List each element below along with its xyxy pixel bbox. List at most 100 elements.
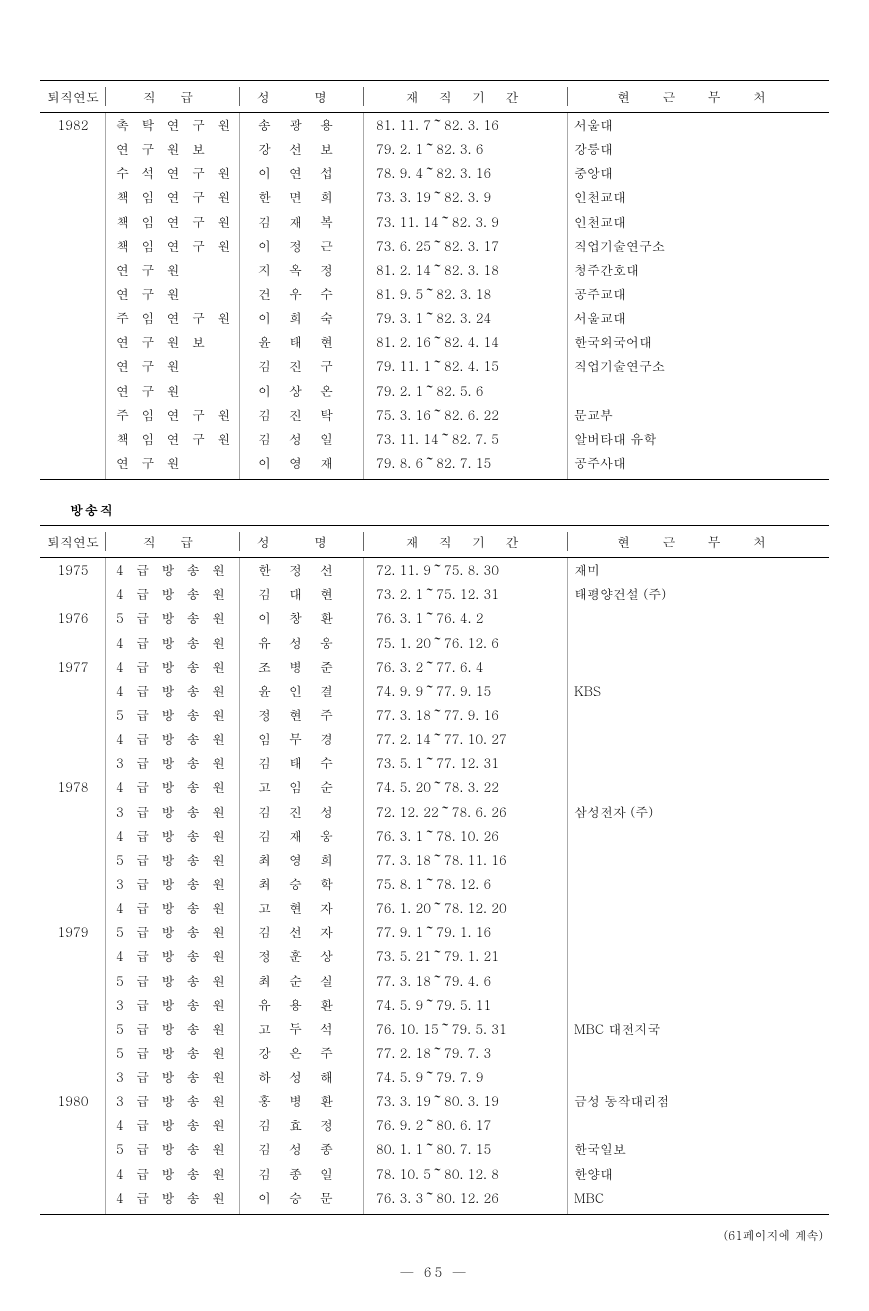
cell-workplace: 중앙대 <box>568 161 829 185</box>
cell-year <box>40 896 106 920</box>
cell-workplace: 직업기술연구소 <box>568 354 829 378</box>
table-row: 19803 급 방 송 원홍병환73. 3. 19～80. 3. 19금성 동작… <box>40 1089 829 1113</box>
table-row: 5 급 방 송 원최순실77. 3. 18～79. 4. 6 <box>40 969 829 993</box>
cell-rank: 5 급 방 송 원 <box>106 606 240 630</box>
cell-year: 1976 <box>40 606 106 630</box>
cell-name: 지옥정 <box>240 258 364 282</box>
cell-period: 79. 8. 6～82. 7. 15 <box>364 451 568 480</box>
cell-rank: 책 임 연 구 원 <box>106 210 240 234</box>
cell-year <box>40 306 106 330</box>
cell-rank: 4 급 방 송 원 <box>106 775 240 799</box>
table-row: 4 급 방 송 원고현자76. 1. 20～78. 12. 20 <box>40 896 829 920</box>
cell-rank: 연 구 원 <box>106 258 240 282</box>
cell-year: 1979 <box>40 920 106 944</box>
cell-workplace <box>568 631 829 655</box>
cell-year <box>40 379 106 403</box>
table-row: 책 임 연 구 원한면희73. 3. 19～82. 3. 9인천교대 <box>40 185 829 209</box>
cell-workplace <box>568 775 829 799</box>
header-rank: 직 급 <box>106 81 240 113</box>
cell-rank: 4 급 방 송 원 <box>106 824 240 848</box>
cell-workplace <box>568 969 829 993</box>
cell-period: 73. 5. 21～79. 1. 21 <box>364 944 568 968</box>
cell-year <box>40 185 106 209</box>
table-row: 19765 급 방 송 원이창환76. 3. 1～76. 4. 2 <box>40 606 829 630</box>
cell-rank: 4 급 방 송 원 <box>106 631 240 655</box>
table-row: 5 급 방 송 원강은주77. 2. 18～79. 7. 3 <box>40 1041 829 1065</box>
cell-rank: 책 임 연 구 원 <box>106 234 240 258</box>
table-row: 연 구 원이상온79. 2. 1～82. 5. 6 <box>40 379 829 403</box>
table-row: 4 급 방 송 원정훈상73. 5. 21～79. 1. 21 <box>40 944 829 968</box>
cell-year <box>40 451 106 480</box>
cell-name: 유용환 <box>240 993 364 1017</box>
cell-rank: 5 급 방 송 원 <box>106 920 240 944</box>
cell-period: 73. 11. 14～82. 3. 9 <box>364 210 568 234</box>
cell-year <box>40 1162 106 1186</box>
cell-period: 80. 1. 1～80. 7. 15 <box>364 1137 568 1161</box>
table-row: 주 임 연 구 원이희숙79. 3. 1～82. 3. 24서울교대 <box>40 306 829 330</box>
cell-name: 최순실 <box>240 969 364 993</box>
cell-period: 73. 11. 14～82. 7. 5 <box>364 427 568 451</box>
cell-period: 72. 11. 9～75. 8. 30 <box>364 558 568 583</box>
cell-workplace <box>568 727 829 751</box>
cell-name: 조병준 <box>240 655 364 679</box>
cell-workplace <box>568 993 829 1017</box>
header-period: 재 직 기 간 <box>364 81 568 113</box>
cell-workplace: 청주간호대 <box>568 258 829 282</box>
header-year: 퇴직연도 <box>40 81 106 113</box>
cell-period: 77. 3. 18～77. 9. 16 <box>364 703 568 727</box>
cell-year <box>40 993 106 1017</box>
cell-name: 건우수 <box>240 282 364 306</box>
table-row: 연 구 원 보강선보79. 2. 1～82. 3. 6강릉대 <box>40 137 829 161</box>
table-row: 19754 급 방 송 원한정선72. 11. 9～75. 8. 30재미 <box>40 558 829 583</box>
cell-year <box>40 234 106 258</box>
cell-rank: 4 급 방 송 원 <box>106 944 240 968</box>
cell-period: 73. 5. 1～77. 12. 31 <box>364 751 568 775</box>
cell-workplace: 공주교대 <box>568 282 829 306</box>
cell-period: 75. 3. 16～82. 6. 22 <box>364 403 568 427</box>
cell-rank: 5 급 방 송 원 <box>106 1017 240 1041</box>
cell-workplace <box>568 872 829 896</box>
cell-rank: 3 급 방 송 원 <box>106 993 240 1017</box>
cell-year <box>40 258 106 282</box>
cell-period: 73. 2. 1～75. 12. 31 <box>364 582 568 606</box>
cell-rank: 5 급 방 송 원 <box>106 1041 240 1065</box>
cell-year <box>40 282 106 306</box>
table-row: 19795 급 방 송 원김선자77. 9. 1～79. 1. 16 <box>40 920 829 944</box>
cell-name: 유성웅 <box>240 631 364 655</box>
cell-period: 73. 6. 25～82. 3. 17 <box>364 234 568 258</box>
cell-year <box>40 727 106 751</box>
table-row: 3 급 방 송 원하성해74. 5. 9～79. 7. 9 <box>40 1065 829 1089</box>
cell-year: 1978 <box>40 775 106 799</box>
cell-workplace <box>568 824 829 848</box>
cell-workplace <box>568 944 829 968</box>
cell-name: 이상온 <box>240 379 364 403</box>
cell-workplace <box>568 606 829 630</box>
cell-period: 72. 12. 22～78. 6. 26 <box>364 800 568 824</box>
cell-workplace: 삼성전자 (주) <box>568 800 829 824</box>
cell-rank: 3 급 방 송 원 <box>106 1065 240 1089</box>
cell-period: 74. 5. 9～79. 5. 11 <box>364 993 568 1017</box>
cell-name: 김종일 <box>240 1162 364 1186</box>
cell-year <box>40 1113 106 1137</box>
cell-name: 김진탁 <box>240 403 364 427</box>
cell-period: 81. 9. 5～82. 3. 18 <box>364 282 568 306</box>
cell-name: 최승학 <box>240 872 364 896</box>
table-row: 1982촉 탁 연 구 원송광용81. 11. 7～82. 3. 16서울대 <box>40 113 829 138</box>
cell-period: 76. 3. 2～77. 6. 4 <box>364 655 568 679</box>
cell-workplace: MBC <box>568 1186 829 1215</box>
cell-rank: 4 급 방 송 원 <box>106 679 240 703</box>
cell-workplace <box>568 655 829 679</box>
table-row: 4 급 방 송 원윤인결74. 9. 9～77. 9. 15KBS <box>40 679 829 703</box>
table-row: 연 구 원이영재79. 8. 6～82. 7. 15공주사대 <box>40 451 829 480</box>
cell-period: 75. 8. 1～78. 12. 6 <box>364 872 568 896</box>
cell-rank: 3 급 방 송 원 <box>106 872 240 896</box>
cell-period: 76. 10. 15～79. 5. 31 <box>364 1017 568 1041</box>
cell-workplace <box>568 896 829 920</box>
cell-rank: 촉 탁 연 구 원 <box>106 113 240 138</box>
cell-name: 김효정 <box>240 1113 364 1137</box>
table-row: 4 급 방 송 원김대현73. 2. 1～75. 12. 31태평양건설 (주) <box>40 582 829 606</box>
cell-period: 74. 9. 9～77. 9. 15 <box>364 679 568 703</box>
cell-name: 홍병환 <box>240 1089 364 1113</box>
table-row: 4 급 방 송 원김효정76. 9. 2～80. 6. 17 <box>40 1113 829 1137</box>
cell-workplace: 인천교대 <box>568 185 829 209</box>
